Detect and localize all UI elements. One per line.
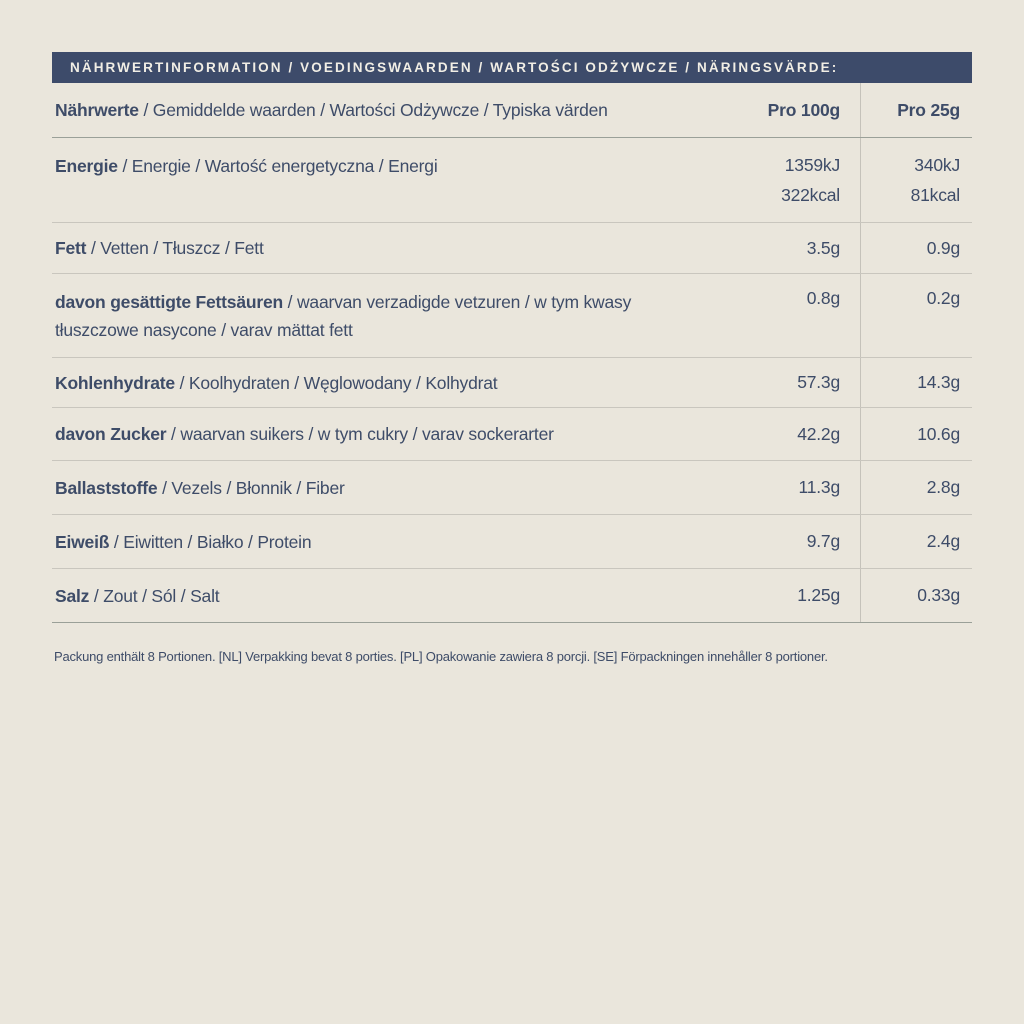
energy-kcal-100g: 322kcal bbox=[781, 185, 840, 205]
header-label: Nährwerte / Gemiddelde waarden / Wartośc… bbox=[52, 83, 710, 137]
row-label-bold: Fett bbox=[55, 238, 87, 258]
value-per-100g: 0.8g bbox=[806, 288, 840, 308]
value-per-25g: 2.4g bbox=[860, 515, 972, 568]
value-per-100g: 1359kJ 322kcal bbox=[710, 138, 860, 222]
row-label: davon gesättigte Fettsäuren / waarvan ve… bbox=[52, 274, 710, 357]
row-label-bold: Kohlenhydrate bbox=[55, 372, 175, 393]
row-label-bold: Energie bbox=[55, 156, 118, 176]
table-row-salt: Salz / Zout / Sól / Salt 1.25g 0.33g bbox=[52, 569, 972, 623]
row-label: Energie / Energie / Wartość energetyczna… bbox=[52, 138, 710, 222]
row-label: Ballaststoffe / Vezels / Błonnik / Fiber bbox=[52, 461, 710, 514]
energy-kcal-25g: 81kcal bbox=[910, 185, 961, 205]
value-per-25g: 14.3g bbox=[860, 358, 972, 407]
row-label-bold: davon gesättigte Fettsäuren bbox=[55, 292, 283, 312]
row-label-rest: / Vezels / Błonnik / Fiber bbox=[157, 477, 345, 498]
energy-kj-25g: 340kJ bbox=[914, 155, 960, 175]
value-per-25g: 2.8g bbox=[860, 461, 972, 514]
value-per-25g: 0.33g bbox=[860, 569, 972, 622]
row-label-rest: / waarvan verzadigde vetzuren / w tym kw… bbox=[282, 292, 632, 312]
servings-note: Packung enthält 8 Portionen. [NL] Verpak… bbox=[54, 649, 828, 664]
table-row-carbohydrate: Kohlenhydrate / Koolhydraten / Węglowoda… bbox=[52, 358, 972, 408]
row-label-rest: / waarvan suikers / w tym cukry / varav … bbox=[166, 424, 554, 444]
nutrition-table: Nährwerte / Gemiddelde waarden / Wartośc… bbox=[52, 83, 972, 623]
row-label: Eiweiß / Eiwitten / Białko / Protein bbox=[52, 515, 710, 568]
row-label: Salz / Zout / Sól / Salt bbox=[52, 569, 710, 622]
value-per-25g: 10.6g bbox=[860, 408, 972, 460]
table-row-fiber: Ballaststoffe / Vezels / Błonnik / Fiber… bbox=[52, 461, 972, 515]
row-label-bold: Salz bbox=[55, 585, 90, 606]
table-row-energy: Energie / Energie / Wartość energetyczna… bbox=[52, 138, 972, 223]
value-per-100g: 1.25g bbox=[797, 585, 840, 605]
value-per-100g: 57.3g bbox=[797, 372, 840, 392]
value-per-25g: 0.2g bbox=[860, 274, 972, 357]
table-row-protein: Eiweiß / Eiwitten / Białko / Protein 9.7… bbox=[52, 515, 972, 569]
row-label: davon Zucker / waarvan suikers / w tym c… bbox=[52, 408, 710, 460]
column-header-per-25g: Pro 25g bbox=[860, 83, 972, 137]
table-row-sugars: davon Zucker / waarvan suikers / w tym c… bbox=[52, 408, 972, 461]
table-row-saturated-fat: davon gesättigte Fettsäuren / waarvan ve… bbox=[52, 274, 972, 358]
value-per-100g: 3.5g bbox=[806, 237, 840, 258]
nutrition-panel: NÄHRWERTINFORMATION / VOEDINGSWAARDEN / … bbox=[52, 52, 972, 664]
row-label-rest: / Koolhydraten / Węglowodany / Kolhydrat bbox=[174, 372, 498, 393]
row-label: Kohlenhydrate / Koolhydraten / Węglowoda… bbox=[52, 358, 710, 407]
value-per-100g: 42.2g bbox=[797, 423, 840, 444]
row-label-bold: davon Zucker bbox=[55, 424, 167, 444]
energy-kj-100g: 1359kJ bbox=[784, 155, 840, 175]
row-label-rest: / Zout / Sól / Salt bbox=[89, 585, 220, 606]
table-header-row: Nährwerte / Gemiddelde waarden / Wartośc… bbox=[52, 83, 972, 138]
row-label-rest: / Eiwitten / Białko / Protein bbox=[109, 531, 312, 552]
column-header-per-100g: Pro 100g bbox=[767, 99, 841, 120]
table-row-fat: Fett / Vetten / Tłuszcz / Fett 3.5g 0.9g bbox=[52, 223, 972, 274]
row-label-rest: / Vetten / Tłuszcz / Fett bbox=[86, 238, 264, 258]
row-label: Fett / Vetten / Tłuszcz / Fett bbox=[52, 223, 710, 273]
row-label-rest-line2: tłuszczowe nasycone / varav mättat fett bbox=[55, 320, 353, 340]
header-label-bold: Nährwerte bbox=[55, 100, 139, 120]
panel-title-band: NÄHRWERTINFORMATION / VOEDINGSWAARDEN / … bbox=[52, 52, 972, 83]
value-per-25g: 340kJ 81kcal bbox=[860, 138, 972, 222]
value-per-100g: 9.7g bbox=[806, 531, 840, 551]
header-label-rest: / Gemiddelde waarden / Wartości Odżywcze… bbox=[138, 100, 608, 120]
value-per-100g: 11.3g bbox=[798, 477, 841, 497]
row-label-bold: Ballaststoffe bbox=[55, 477, 158, 498]
panel-title: NÄHRWERTINFORMATION / VOEDINGSWAARDEN / … bbox=[70, 60, 839, 75]
value-per-25g: 0.9g bbox=[860, 223, 972, 273]
row-label-rest: / Energie / Wartość energetyczna / Energ… bbox=[117, 156, 438, 176]
row-label-bold: Eiweiß bbox=[55, 531, 110, 552]
